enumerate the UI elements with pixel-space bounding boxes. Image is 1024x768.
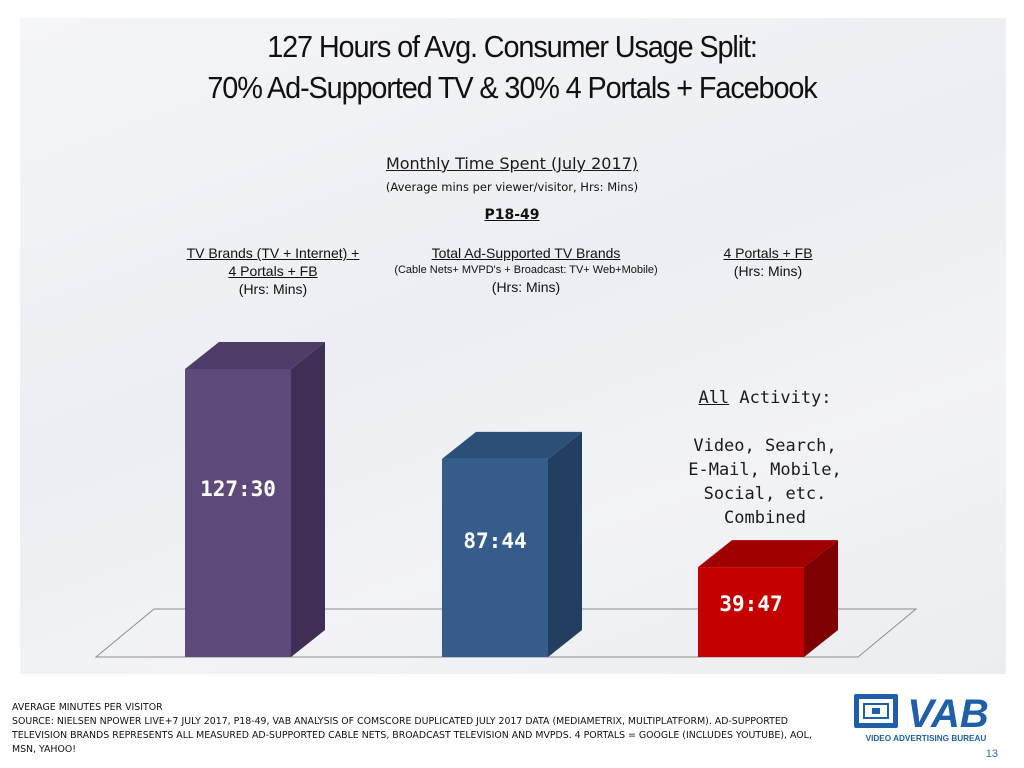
chart-title: Monthly Time Spent (July 2017) bbox=[385, 154, 639, 173]
bar bbox=[698, 567, 804, 657]
bar-side bbox=[804, 540, 838, 657]
tv-screen-icon bbox=[854, 694, 898, 728]
bar bbox=[185, 369, 291, 657]
slide-title: 127 Hours of Avg. Consumer Usage Split: … bbox=[207, 29, 817, 105]
logo-wordmark: VAB bbox=[907, 692, 988, 736]
page-number: 13 bbox=[985, 748, 998, 760]
chart-subtitle: (Average mins per viewer/visitor, Hrs: M… bbox=[385, 180, 639, 194]
category-label-3: 4 Portals + FB (Hrs: Mins) bbox=[723, 245, 813, 279]
demo-label: P18-49 bbox=[484, 207, 540, 223]
source-footnote: AVERAGE MINUTES PER VISITOR SOURCE: NIEL… bbox=[12, 702, 812, 755]
all-activity-note: All Activity: Video, Search, E-Mail, Mob… bbox=[688, 388, 842, 528]
vab-logo: VAB VIDEO ADVERTISING BUREAU bbox=[854, 692, 989, 743]
bar-value-label: 127:30 bbox=[200, 477, 276, 501]
chart-floor bbox=[94, 608, 918, 658]
logo-tagline: VIDEO ADVERTISING BUREAU bbox=[866, 734, 987, 743]
category-label-1: TV Brands (TV + Internet) + 4 Portals + … bbox=[186, 245, 360, 297]
category-label-2: Total Ad-Supported TV Brands (Cable Nets… bbox=[394, 245, 658, 295]
bar-side bbox=[548, 431, 582, 657]
bar-top bbox=[185, 342, 325, 369]
bar-value-label: 39:47 bbox=[719, 592, 782, 616]
bar-side bbox=[291, 342, 325, 657]
bar-top bbox=[698, 540, 838, 568]
bar-top bbox=[442, 431, 582, 459]
bar-value-label: 87:44 bbox=[463, 529, 526, 553]
bar bbox=[442, 458, 548, 657]
